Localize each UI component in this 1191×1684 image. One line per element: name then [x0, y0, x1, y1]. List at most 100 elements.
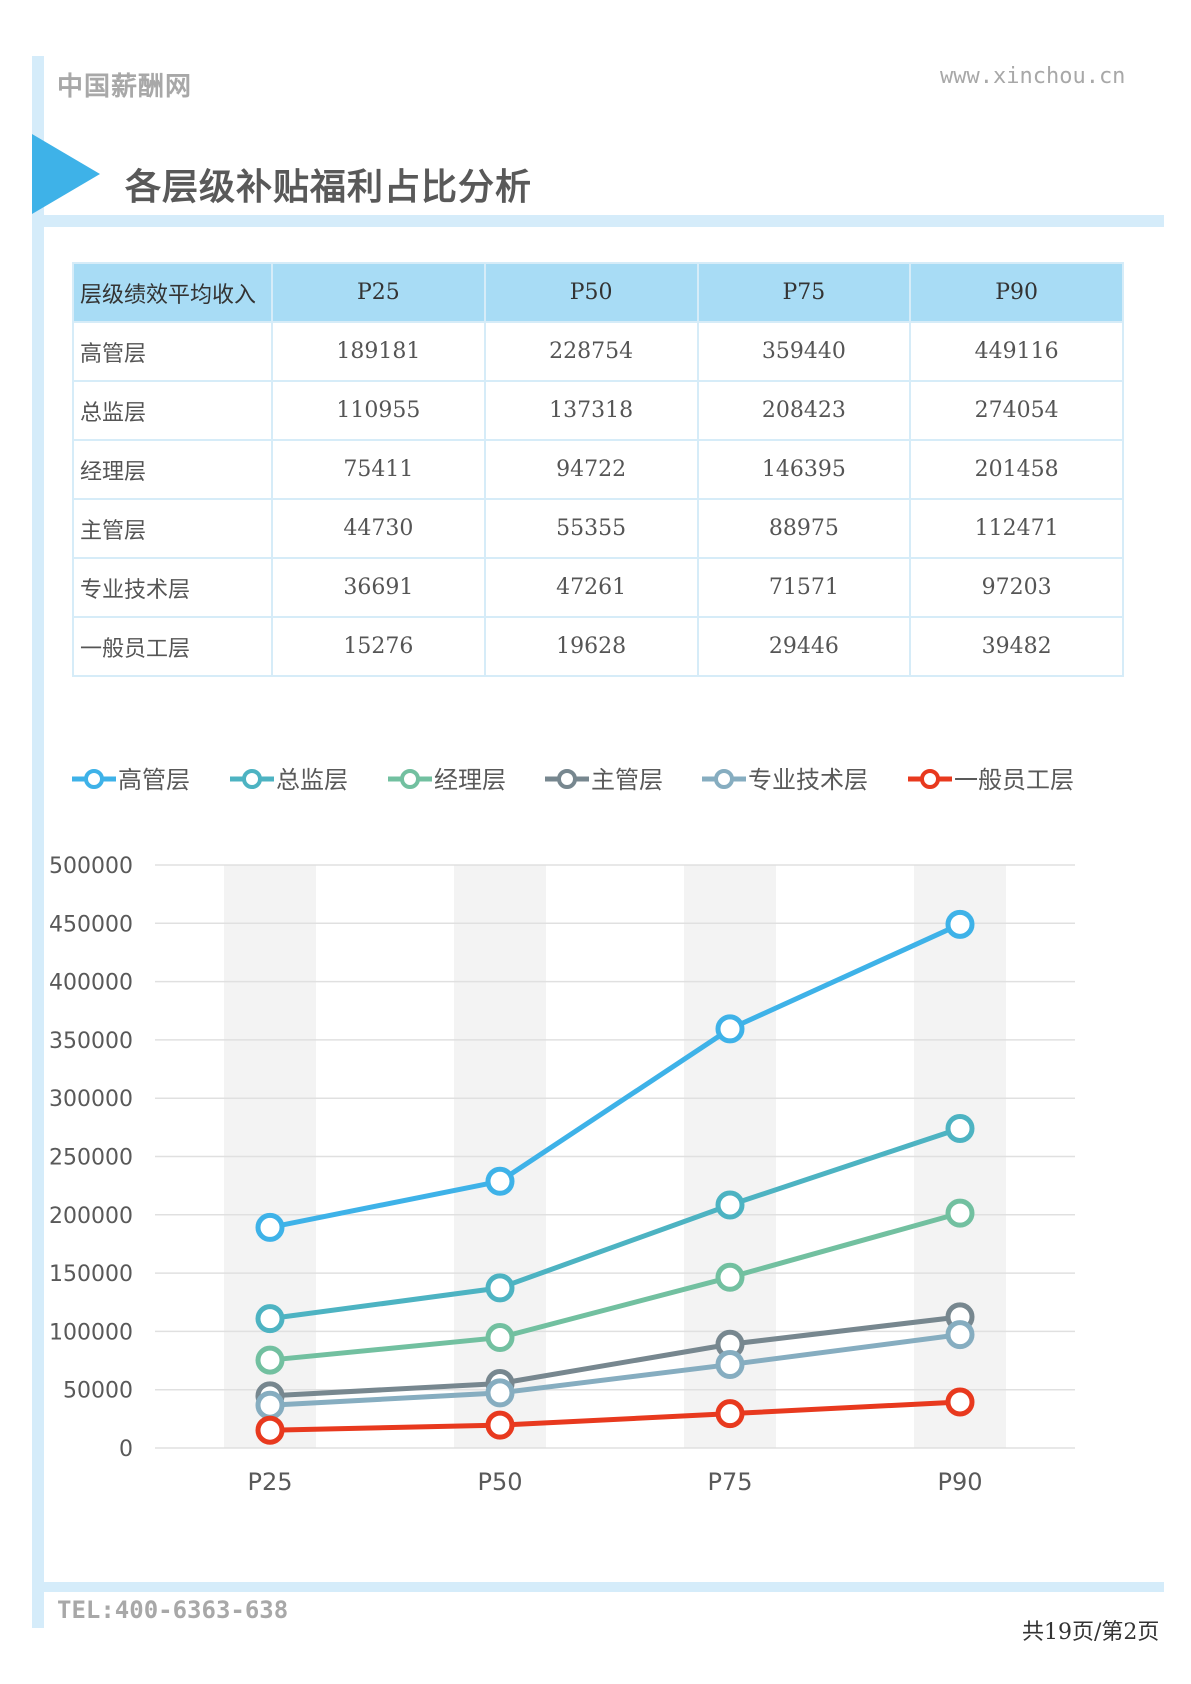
data-point	[715, 1262, 745, 1292]
table-cell: 39482	[909, 616, 1124, 677]
table-row: 主管层 44730 55355 88975 112471	[72, 498, 1124, 559]
page-title: 各层级补贴福利占比分析	[125, 167, 533, 208]
table-header-cell: 层级绩效平均收入	[72, 262, 273, 323]
data-point	[485, 1410, 515, 1440]
table-cell: 19628	[483, 616, 699, 677]
data-point	[715, 1190, 745, 1220]
table-row: 一般员工层 15276 19628 29446 39482	[72, 616, 1124, 677]
x-tick-label: P75	[707, 1468, 752, 1496]
legend-marker	[84, 769, 104, 789]
legend-marker	[242, 769, 262, 789]
site-url: www.xinchou.cn	[940, 64, 1126, 89]
data-point	[945, 1387, 975, 1417]
y-tick-label: 50000	[63, 1379, 133, 1404]
data-point	[485, 1166, 515, 1196]
data-point	[485, 1323, 515, 1353]
x-tick-label: P25	[247, 1468, 292, 1496]
data-point	[255, 1212, 285, 1242]
table-cell: 总监层	[72, 380, 273, 441]
table-cell: 75411	[271, 439, 486, 500]
y-tick-label: 300000	[49, 1087, 133, 1112]
table-cell: 110955	[271, 380, 486, 441]
series-line	[269, 1210, 961, 1363]
table-cell: 274054	[909, 380, 1124, 441]
page-number: 共19页/第2页	[1022, 1620, 1160, 1645]
series-line	[269, 922, 962, 1230]
data-point	[715, 1399, 745, 1429]
data-point	[945, 909, 975, 939]
title-triangle-icon	[32, 134, 100, 214]
income-table: 层级绩效平均收入 P25 P50 P75 P90 高管层 189181 2287…	[72, 262, 1124, 677]
table-cell: 一般员工层	[72, 616, 273, 677]
legend-label: 一般员工层	[954, 766, 1074, 794]
table-cell: 137318	[483, 380, 699, 441]
y-tick-label: 450000	[49, 912, 133, 937]
data-point	[715, 1014, 745, 1044]
title-divider	[32, 215, 1164, 227]
table-row: 总监层 110955 137318 208423 274054	[72, 380, 1124, 441]
data-point	[945, 1320, 975, 1350]
x-tick-label: P50	[477, 1468, 522, 1496]
table-cell: 主管层	[72, 498, 273, 559]
table-cell: 208423	[696, 380, 912, 441]
table-cell: 55355	[483, 498, 699, 559]
table-cell: 47261	[483, 557, 699, 618]
line-chart: 0 50000 100000 150000 200000 250000 300000 3500…	[49, 766, 1075, 1496]
table-row: 经理层 75411 94722 146395 201458	[72, 439, 1124, 500]
table-header-cell: P90	[909, 262, 1124, 323]
table-header-cell: P50	[483, 262, 699, 323]
legend-label: 专业技术层	[748, 766, 868, 794]
table-header-row: 层级绩效平均收入 P25 P50 P75 P90	[72, 262, 1124, 323]
site-logo-text: 中国薪酬网	[57, 72, 193, 102]
legend-label: 总监层	[276, 766, 348, 794]
table-cell: 94722	[483, 439, 699, 500]
y-tick-label: 200000	[49, 1204, 133, 1229]
table-cell: 专业技术层	[72, 557, 273, 618]
table-cell: 146395	[696, 439, 912, 500]
table-cell: 经理层	[72, 439, 273, 500]
y-tick-label: 100000	[49, 1320, 133, 1345]
table-header-cell: P75	[696, 262, 912, 323]
table-cell: 201458	[909, 439, 1124, 500]
footer-divider	[32, 1582, 1164, 1592]
left-accent-bar	[32, 56, 44, 1628]
table-cell: 88975	[696, 498, 912, 559]
series-line	[269, 1126, 961, 1322]
data-point	[255, 1304, 285, 1334]
data-point	[945, 1198, 975, 1228]
y-tick-label: 500000	[49, 854, 133, 879]
table-row: 高管层 189181 228754 359440 449116	[72, 321, 1124, 382]
legend-marker	[920, 769, 940, 789]
table-cell: 44730	[271, 498, 486, 559]
y-tick-label: 350000	[49, 1029, 133, 1054]
table-header-cell: P25	[271, 262, 486, 323]
table-row: 专业技术层 36691 47261 71571 97203	[72, 557, 1124, 618]
table-cell: 112471	[909, 498, 1124, 559]
table-cell: 359440	[696, 321, 912, 382]
table-cell: 15276	[271, 616, 486, 677]
legend-marker	[557, 769, 577, 789]
data-point	[715, 1350, 745, 1380]
table-cell: 71571	[696, 557, 912, 618]
data-point	[255, 1390, 285, 1420]
legend-marker	[400, 769, 420, 789]
data-point	[945, 1113, 975, 1143]
series-line	[269, 1314, 961, 1399]
table-cell: 189181	[271, 321, 486, 382]
legend-marker	[714, 769, 734, 789]
y-tick-label: 150000	[49, 1262, 133, 1287]
data-point	[255, 1415, 285, 1445]
table-cell: 29446	[696, 616, 912, 677]
data-point	[485, 1378, 515, 1408]
data-point	[485, 1273, 515, 1303]
series-line	[269, 1399, 961, 1433]
table-cell: 449116	[909, 321, 1124, 382]
series-line	[269, 1332, 961, 1408]
table-cell: 36691	[271, 557, 486, 618]
table-cell: 97203	[909, 557, 1124, 618]
x-tick-label: P90	[937, 1468, 982, 1496]
y-tick-label: 250000	[49, 1146, 133, 1171]
footer-tel: TEL:400-6363-638	[57, 1596, 289, 1624]
y-tick-label: 0	[119, 1437, 133, 1462]
y-tick-label: 400000	[49, 971, 133, 996]
